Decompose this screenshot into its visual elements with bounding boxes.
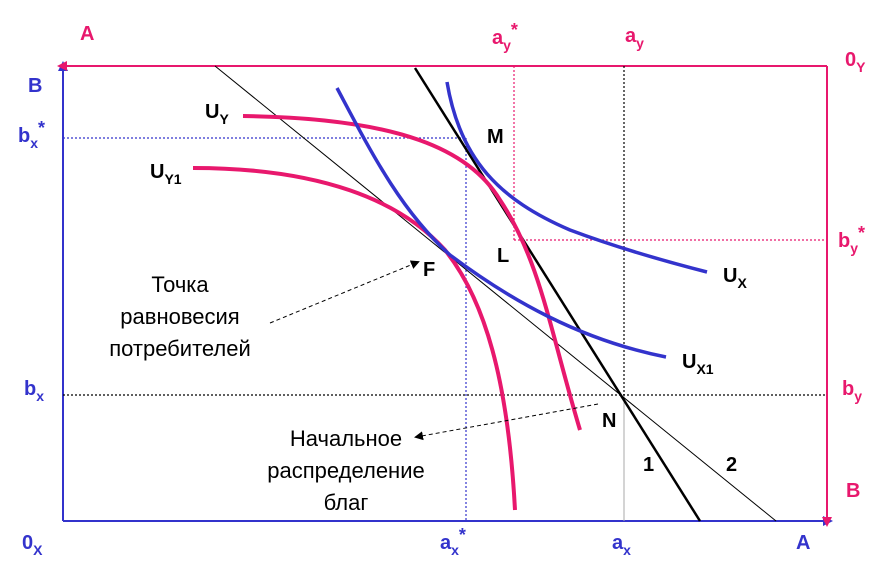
label-uy1: UY1 (150, 161, 182, 187)
curve-ux1 (335, 87, 667, 359)
corner-label-b-left: B (28, 75, 42, 97)
label-ay: ay (625, 25, 644, 51)
label-ax: ax (612, 532, 631, 558)
line-1-label: 1 (643, 454, 654, 476)
svg-text:благ: благ (324, 490, 369, 515)
svg-text:равновесия: равновесия (120, 304, 239, 329)
guide-lines (63, 66, 827, 521)
label-by-star: by* (838, 223, 865, 256)
corner-label-a-bottom-right: A (796, 532, 810, 554)
label-uy: UY (205, 101, 229, 127)
curve-uy (242, 114, 582, 431)
point-n-label: N (602, 410, 616, 432)
svg-text:потребителей: потребителей (109, 336, 251, 361)
label-ux1: UX1 (682, 351, 714, 377)
point-m-label: M (487, 126, 504, 148)
origin-x-label: 0X (22, 532, 43, 558)
curve-ux (445, 81, 708, 274)
svg-text:Точка: Точка (151, 272, 209, 297)
initial-allocation-annotation: Начальное распределение благ (267, 426, 424, 515)
label-ax-star: ax* (440, 525, 466, 558)
label-bx: bx (24, 378, 44, 404)
label-by: by (842, 378, 862, 404)
label-ay-star: ay* (492, 20, 518, 53)
svg-text:распределение: распределение (267, 458, 424, 483)
budget-line-2 (214, 65, 777, 522)
corner-label-a-top-left: A (80, 23, 94, 45)
budget-line-1 (413, 67, 702, 522)
initial-allocation-arrow (414, 403, 599, 441)
point-f-label: F (423, 259, 435, 281)
equilibrium-annotation: Точка равновесия потребителей (109, 272, 251, 361)
box-axes (57, 61, 833, 527)
label-ux: UX (723, 265, 747, 291)
corner-label-b-bottom-right: B (846, 480, 860, 502)
line-2-label: 2 (726, 454, 737, 476)
origin-y-label: 0Y (845, 49, 866, 75)
equilibrium-arrow (269, 260, 420, 324)
label-bx-star: bx* (18, 118, 45, 151)
point-l-label: L (497, 245, 509, 267)
svg-text:Начальное: Начальное (290, 426, 402, 451)
